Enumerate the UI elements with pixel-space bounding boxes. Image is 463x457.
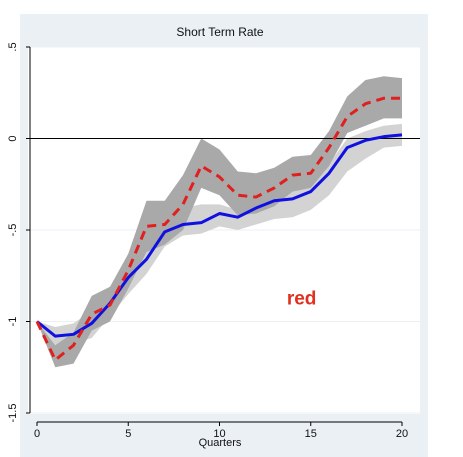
series-line-1-dashed xyxy=(35,96,402,362)
x-tick-label-3: 15 xyxy=(305,428,317,440)
axes: 0 5 10 15 20 -1.5 -1 -.5 0 .5 xyxy=(7,42,408,440)
series-lines xyxy=(35,96,403,362)
y-tick-label-1: -1 xyxy=(7,317,19,327)
y-tick-label-4: .5 xyxy=(7,42,19,51)
y-tick-label-2: -.5 xyxy=(7,224,19,237)
x-tick-label-1: 5 xyxy=(125,428,131,440)
chart-title: Short Term Rate xyxy=(176,25,263,39)
x-tick-label-2: 10 xyxy=(213,428,225,440)
series-line-0-solid xyxy=(36,133,403,338)
x-tick-label-4: 20 xyxy=(396,428,408,440)
y-tick-label-3: 0 xyxy=(7,135,19,141)
x-tick-label-0: 0 xyxy=(34,428,40,440)
x-axis-label: Quarters xyxy=(199,437,242,449)
chart-annotation: red xyxy=(287,289,317,310)
y-tick-label-0: -1.5 xyxy=(7,404,19,423)
